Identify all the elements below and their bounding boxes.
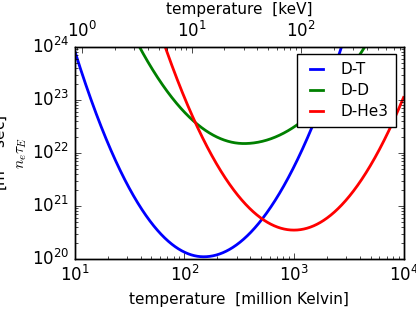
Y-axis label: [m$^{-3}$*sec]
$n_e \tau_E$: [m$^{-3}$*sec] $n_e \tau_E$ bbox=[0, 115, 29, 191]
X-axis label: temperature  [million Kelvin]: temperature [million Kelvin] bbox=[129, 291, 349, 307]
Legend: D-T, D-D, D-He3: D-T, D-D, D-He3 bbox=[297, 54, 396, 127]
X-axis label: temperature  [keV]: temperature [keV] bbox=[166, 2, 312, 17]
